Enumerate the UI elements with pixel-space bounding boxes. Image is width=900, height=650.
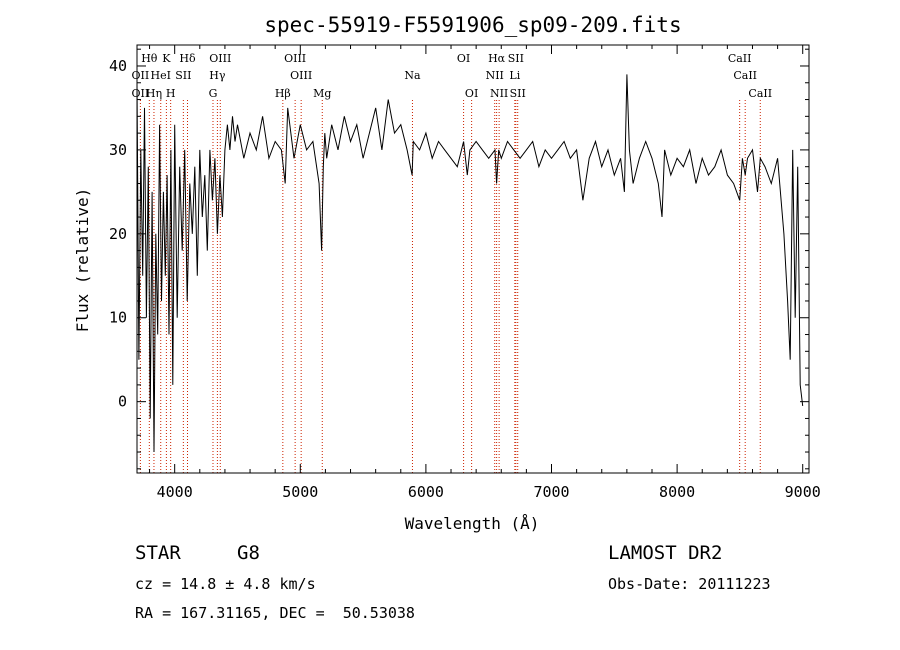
line-marker-label: Mg — [313, 87, 331, 100]
x-tick-label: 6000 — [408, 483, 444, 501]
y-tick-label: 30 — [109, 141, 127, 159]
emission-line-markers — [139, 100, 761, 473]
y-axis-ticks: 0 10 20 30 40 — [109, 48, 809, 470]
redshift-velocity: cz = 14.8 ± 4.8 km/s — [135, 575, 316, 593]
object-class: STAR — [135, 542, 181, 564]
line-marker-label: Li — [509, 69, 520, 82]
x-axis-label: Wavelength (Å) — [405, 514, 540, 533]
line-marker-label: CaII — [733, 69, 757, 82]
x-tick-label: 5000 — [282, 483, 318, 501]
line-marker-label: OIII — [209, 52, 231, 65]
y-tick-label: 20 — [109, 225, 127, 243]
y-tick-label: 10 — [109, 309, 127, 327]
coordinates: RA = 167.31165, DEC = 50.53038 — [135, 604, 415, 622]
line-marker-label: NII — [486, 69, 504, 82]
line-marker-label: NII — [490, 87, 508, 100]
line-marker-label: SII — [510, 87, 526, 100]
y-axis-label: Flux (relative) — [73, 188, 92, 333]
line-marker-label: OII — [132, 87, 150, 100]
x-tick-label: 9000 — [785, 483, 821, 501]
line-marker-label: Hθ — [141, 52, 158, 65]
line-marker-label: G — [209, 87, 218, 100]
line-marker-label: Hγ — [209, 69, 226, 82]
x-tick-label: 4000 — [157, 483, 193, 501]
x-tick-label: 8000 — [659, 483, 695, 501]
observation-date: Obs-Date: 20111223 — [608, 575, 771, 593]
line-marker-label: OIII — [290, 69, 312, 82]
line-marker-label: CaII — [728, 52, 752, 65]
line-marker-label: Hη — [146, 87, 162, 100]
line-marker-label: Na — [404, 69, 421, 82]
line-marker-label: H — [166, 87, 176, 100]
line-marker-label: Hβ — [275, 87, 291, 100]
line-marker-label: K — [162, 52, 171, 65]
line-marker-label: Hα — [488, 52, 506, 65]
survey-name: LAMOST DR2 — [608, 542, 723, 564]
line-marker-label: OI — [465, 87, 478, 100]
line-marker-label: OIII — [284, 52, 306, 65]
line-marker-label: SII — [175, 69, 191, 82]
y-tick-label: 40 — [109, 57, 127, 75]
line-marker-label: OI — [457, 52, 470, 65]
line-marker-label: CaII — [748, 87, 772, 100]
object-subclass: G8 — [237, 542, 260, 564]
line-marker-label: Hδ — [179, 52, 196, 65]
chart-title: spec-55919-F5591906_sp09-209.fits — [264, 13, 681, 37]
y-tick-label: 0 — [118, 393, 127, 411]
plot-frame — [136, 44, 810, 474]
x-axis-ticks: 4000 5000 6000 7000 8000 9000 — [149, 45, 821, 501]
line-marker-label: SII — [508, 52, 524, 65]
spectrum-line — [136, 74, 804, 453]
line-marker-label: OII — [132, 69, 150, 82]
x-tick-label: 7000 — [533, 483, 569, 501]
line-marker-label: HeI — [151, 69, 171, 82]
